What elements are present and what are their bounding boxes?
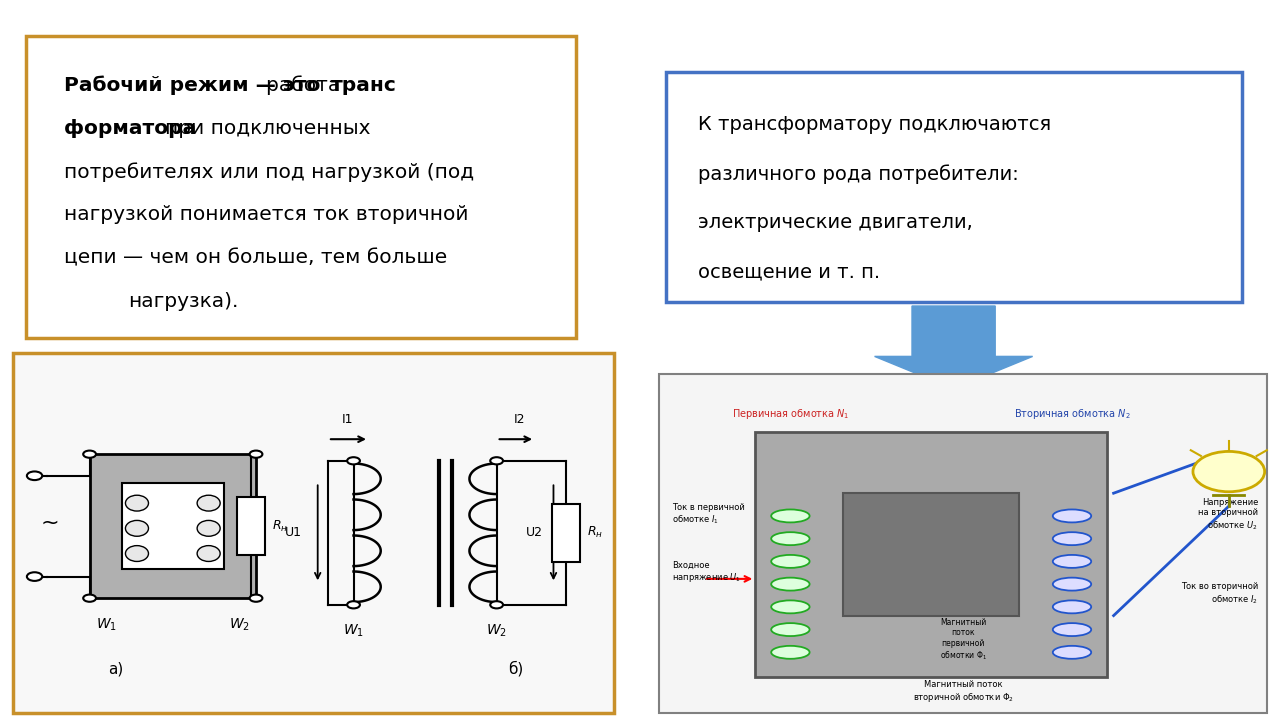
Text: I1: I1 (342, 413, 353, 426)
Ellipse shape (1052, 577, 1091, 590)
Ellipse shape (1052, 555, 1091, 568)
Ellipse shape (125, 521, 148, 536)
FancyBboxPatch shape (844, 493, 1019, 616)
Ellipse shape (771, 646, 810, 659)
FancyBboxPatch shape (237, 498, 265, 555)
FancyBboxPatch shape (90, 454, 256, 598)
Text: U1: U1 (285, 526, 302, 539)
Text: I2: I2 (513, 413, 525, 426)
Text: работа: работа (266, 76, 347, 95)
Ellipse shape (1052, 532, 1091, 545)
Text: $R_н$: $R_н$ (586, 526, 603, 540)
Ellipse shape (197, 521, 220, 536)
Text: $W_1$: $W_1$ (96, 616, 116, 633)
FancyBboxPatch shape (755, 432, 1107, 677)
Text: $R_н$: $R_н$ (271, 518, 288, 534)
Text: потребителях или под нагрузкой (под: потребителях или под нагрузкой (под (64, 162, 474, 181)
Text: Входное
напряжение $U_1$: Входное напряжение $U_1$ (672, 560, 741, 585)
Ellipse shape (125, 546, 148, 562)
Circle shape (27, 472, 42, 480)
Text: цепи — чем он больше, тем больше: цепи — чем он больше, тем больше (64, 248, 447, 267)
Text: освещение и т. п.: освещение и т. п. (698, 262, 879, 281)
Circle shape (250, 451, 262, 458)
Text: Магнитный поток
вторичной обмотки $Φ_2$: Магнитный поток вторичной обмотки $Φ_2$ (913, 680, 1014, 704)
Ellipse shape (771, 600, 810, 613)
Text: транс: транс (332, 76, 397, 94)
Circle shape (83, 451, 96, 458)
FancyBboxPatch shape (13, 353, 614, 713)
Text: различного рода потребители:: различного рода потребители: (698, 164, 1019, 184)
Text: К трансформатору подключаются: К трансформатору подключаются (698, 115, 1051, 134)
Circle shape (1193, 451, 1265, 492)
Circle shape (490, 601, 503, 608)
FancyBboxPatch shape (122, 483, 224, 570)
Text: $W_2$: $W_2$ (229, 616, 250, 633)
Text: при подключенных: при подключенных (165, 119, 370, 138)
Text: нагрузка).: нагрузка). (128, 292, 238, 310)
Text: нагрузкой понимается ток вторичной: нагрузкой понимается ток вторичной (64, 205, 468, 224)
Text: Ток в первичной
обмотке $I_1$: Ток в первичной обмотке $I_1$ (672, 503, 745, 526)
FancyBboxPatch shape (666, 72, 1242, 302)
Text: U2: U2 (526, 526, 543, 539)
Ellipse shape (1052, 646, 1091, 659)
Ellipse shape (771, 510, 810, 523)
Circle shape (27, 572, 42, 581)
Circle shape (347, 457, 360, 464)
Text: Вторичная обмотка $N_2$: Вторичная обмотка $N_2$ (1014, 408, 1130, 421)
Circle shape (250, 595, 262, 602)
Ellipse shape (1052, 510, 1091, 523)
FancyArrow shape (874, 306, 1033, 389)
Ellipse shape (1052, 600, 1091, 613)
FancyBboxPatch shape (26, 36, 576, 338)
Text: ~: ~ (41, 513, 60, 533)
Text: Магнитный
поток
первичной
обмотки $Φ_1$: Магнитный поток первичной обмотки $Φ_1$ (940, 618, 987, 662)
Ellipse shape (197, 546, 220, 562)
Circle shape (347, 601, 360, 608)
Ellipse shape (125, 495, 148, 511)
Circle shape (83, 595, 96, 602)
Text: электрические двигатели,: электрические двигатели, (698, 213, 973, 232)
Text: б): б) (508, 661, 524, 677)
Text: $W_2$: $W_2$ (486, 623, 507, 639)
Text: Первичная обмотка $N_1$: Первичная обмотка $N_1$ (732, 408, 849, 421)
FancyBboxPatch shape (552, 504, 580, 562)
Ellipse shape (771, 555, 810, 568)
Ellipse shape (771, 623, 810, 636)
Ellipse shape (771, 532, 810, 545)
Ellipse shape (197, 495, 220, 511)
Text: а): а) (109, 662, 124, 677)
Ellipse shape (1052, 623, 1091, 636)
Circle shape (490, 457, 503, 464)
Ellipse shape (771, 577, 810, 590)
FancyBboxPatch shape (659, 374, 1267, 713)
Text: Рабочий режим — это: Рабочий режим — это (64, 76, 328, 95)
Text: Ток во вторичной
обмотке $I_2$: Ток во вторичной обмотке $I_2$ (1181, 582, 1258, 606)
Text: Напряжение
на вторичной
обмотке $U_2$: Напряжение на вторичной обмотке $U_2$ (1198, 498, 1258, 531)
Text: форматора: форматора (64, 119, 204, 138)
Text: $W_1$: $W_1$ (343, 623, 364, 639)
